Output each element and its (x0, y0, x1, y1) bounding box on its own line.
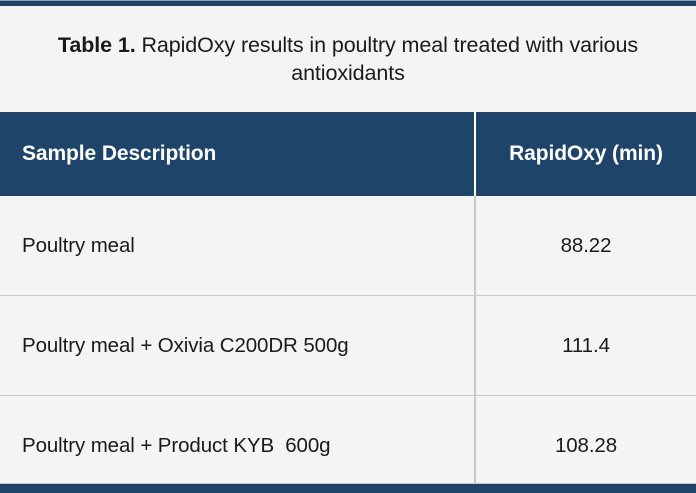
table-caption-label: Table 1. (57, 32, 136, 57)
bottom-accent-bar (0, 483, 696, 493)
results-table: Sample Description RapidOxy (min) Poultr… (0, 112, 696, 493)
top-accent-bar (0, 0, 696, 6)
table-header-row: Sample Description RapidOxy (min) (0, 112, 696, 196)
table-row: Poultry meal 88.22 (0, 196, 696, 296)
column-header-sample-description: Sample Description (0, 112, 476, 196)
cell-rapidoxy-value: 88.22 (475, 196, 696, 296)
table-body: Poultry meal 88.22 Poultry meal + Oxivia… (0, 196, 696, 493)
cell-description: Poultry meal + Product KYB 600g (0, 395, 476, 493)
table-row: Poultry meal + Oxivia C200DR 500g 111.4 (0, 295, 696, 396)
cell-description: Poultry meal (0, 196, 476, 296)
table-caption-text: Table 1. RapidOxy results in poultry mea… (30, 31, 666, 88)
cell-rapidoxy-value: 111.4 (475, 295, 696, 396)
table-caption-description: RapidOxy results in poultry meal treated… (135, 32, 639, 85)
cell-description: Poultry meal + Oxivia C200DR 500g (0, 295, 476, 396)
column-header-rapidoxy: RapidOxy (min) (475, 112, 696, 196)
table-caption: Table 1. RapidOxy results in poultry mea… (0, 6, 696, 112)
cell-rapidoxy-value: 108.28 (475, 395, 696, 493)
table-row: Poultry meal + Product KYB 600g 108.28 (0, 395, 696, 493)
table-header: Sample Description RapidOxy (min) (0, 112, 696, 196)
